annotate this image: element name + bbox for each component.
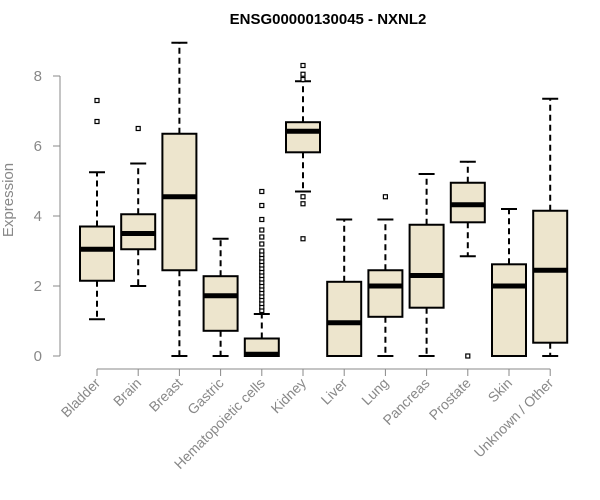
box-skin xyxy=(491,208,527,357)
box-bladder xyxy=(79,97,115,321)
outlier-point xyxy=(259,188,265,195)
box-liver xyxy=(326,218,363,357)
box-prostate xyxy=(449,160,486,359)
outlier-point xyxy=(300,194,306,200)
box-unknown-other xyxy=(532,97,569,357)
outlier-point xyxy=(259,241,265,247)
y-tick-label: 8 xyxy=(34,68,42,85)
x-tick-label: Bladder xyxy=(58,375,104,421)
box-iqr xyxy=(408,223,445,309)
x-tick-label: Kidney xyxy=(268,375,310,417)
y-tick-label: 6 xyxy=(34,138,42,155)
outlier-point xyxy=(300,201,306,207)
outlier-point xyxy=(382,194,388,200)
x-tick-label: Skin xyxy=(485,375,516,406)
outlier-point xyxy=(300,62,306,69)
box-iqr xyxy=(367,269,404,318)
outlier-point xyxy=(259,227,265,233)
boxes-group xyxy=(79,41,569,359)
y-tick-label: 4 xyxy=(34,208,42,225)
box-iqr xyxy=(532,209,569,344)
outlier-point xyxy=(259,202,265,209)
x-tick-label: Prostate xyxy=(426,375,474,423)
x-tick-label: Liver xyxy=(318,375,351,408)
box-iqr xyxy=(202,275,239,332)
outlier-point xyxy=(300,236,306,242)
y-axis-label: Expression xyxy=(0,163,17,237)
box-gastric xyxy=(202,237,239,357)
box-iqr xyxy=(161,132,198,272)
box-lung xyxy=(367,194,404,357)
box-breast xyxy=(161,41,198,357)
y-tick-label: 2 xyxy=(34,278,42,295)
y-tick-label: 0 xyxy=(34,348,42,365)
chart-title: ENSG00000130045 - NXNL2 xyxy=(230,11,427,28)
x-tick-label: Brain xyxy=(110,375,144,409)
outlier-point xyxy=(94,118,100,125)
box-hematopoietic-cells xyxy=(243,188,280,357)
box-pancreas xyxy=(408,173,445,357)
x-tick-label: Lung xyxy=(358,375,391,408)
box-brain xyxy=(120,125,157,287)
outlier-point xyxy=(465,353,471,359)
box-kidney xyxy=(285,62,321,242)
outlier-point xyxy=(300,71,306,77)
outlier-point xyxy=(135,125,141,132)
y-axis: 0 2 4 6 8 xyxy=(34,68,61,365)
outlier-point xyxy=(300,76,306,83)
outlier-point xyxy=(259,234,265,240)
x-tick-label: Breast xyxy=(146,375,186,415)
box-iqr xyxy=(326,280,363,357)
outlier-point xyxy=(259,216,265,223)
box-iqr xyxy=(491,263,527,357)
box-iqr xyxy=(285,121,321,154)
outlier-point xyxy=(259,248,265,254)
outlier-point xyxy=(94,97,100,104)
box-iqr xyxy=(79,225,115,282)
